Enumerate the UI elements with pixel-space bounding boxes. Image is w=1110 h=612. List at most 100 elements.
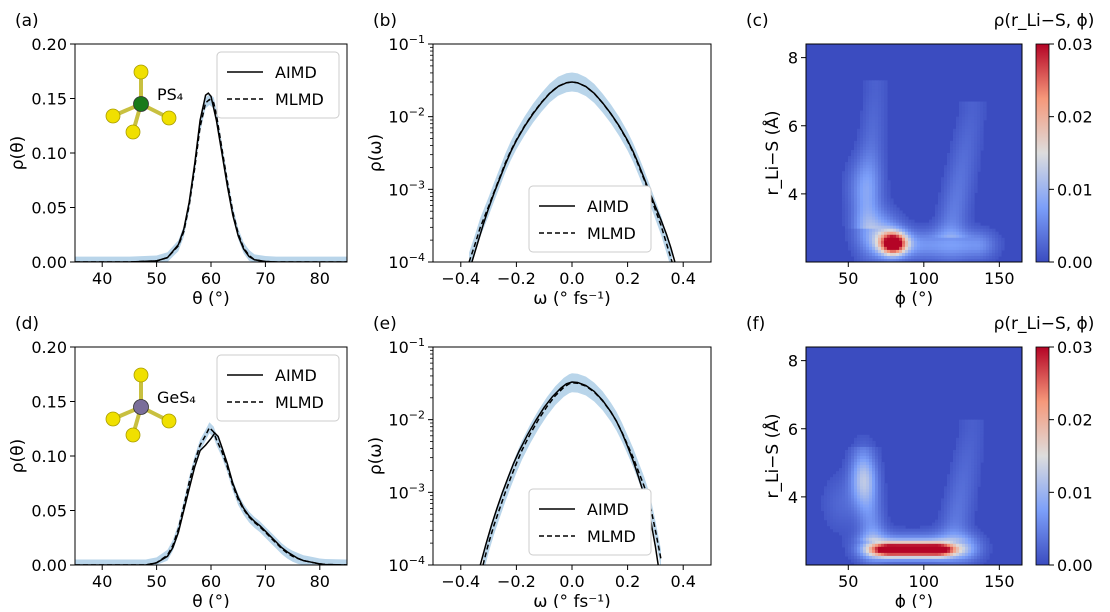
heatmap-cell (980, 134, 984, 139)
heatmap-cell (980, 246, 984, 251)
heatmap-cell (977, 228, 981, 233)
heatmap-cell (878, 543, 882, 548)
heatmap-cell (860, 110, 864, 115)
heatmap-cell (968, 258, 972, 262)
heatmap-cell (857, 507, 861, 512)
heatmap-cell (977, 110, 981, 115)
heatmap-cell (854, 207, 858, 212)
heatmap-cell (959, 249, 963, 254)
heatmap-cell (836, 477, 840, 481)
heatmap-cell (959, 531, 963, 536)
heatmap-cell (845, 165, 849, 169)
heatmap-cell (968, 149, 972, 154)
heatmap-cell (851, 498, 855, 503)
heatmap-cell (914, 231, 918, 236)
heatmap-cell (884, 249, 888, 254)
heatmap-cell (914, 537, 918, 542)
heatmap-cell (884, 234, 888, 239)
heatmap-cell (890, 531, 894, 536)
heatmap-cell (881, 531, 885, 536)
heatmap-cell (848, 531, 852, 536)
heatmap-cell (974, 543, 978, 548)
heatmap-cell (968, 180, 972, 184)
heatmap-cell (875, 92, 879, 97)
heatmap-cell (947, 537, 951, 542)
heatmap-cell (911, 540, 915, 545)
heatmap-cell (965, 252, 969, 257)
heatmap-cell (872, 225, 876, 230)
heatmap-cell (842, 210, 846, 215)
heatmap-cell (869, 168, 873, 172)
heatmap-cell (872, 153, 876, 157)
heatmap-cell (869, 204, 873, 209)
heatmap-cell (968, 489, 972, 493)
y-tick-base: 10 (388, 35, 408, 54)
y-tick-base: 10 (388, 108, 408, 127)
heatmap-cell (968, 225, 972, 230)
heatmap-cell (890, 234, 894, 239)
heatmap-cell (983, 546, 987, 551)
heatmap-cell (974, 431, 978, 436)
heatmap-cell (899, 243, 903, 248)
heatmap-cell (833, 528, 837, 533)
heatmap-cell (881, 177, 885, 181)
heatmap-cell (899, 237, 903, 242)
heatmap-cell (947, 513, 951, 518)
heatmap-cell (869, 216, 873, 221)
heatmap-cell (863, 459, 867, 463)
sulfur-atom (161, 110, 177, 126)
x-axis-label: ϕ (°) (895, 592, 933, 608)
heatmap-cell (872, 122, 876, 127)
heatmap-cell (944, 252, 948, 257)
heatmap-cell (860, 228, 864, 233)
heatmap-cell (857, 249, 861, 254)
heatmap-cell (971, 255, 975, 260)
heatmap-cell (872, 156, 876, 160)
heatmap-cell (962, 534, 966, 539)
heatmap-cell (980, 456, 984, 460)
heatmap-cell (992, 249, 996, 254)
heatmap-cell (851, 510, 855, 515)
heatmap-cell (881, 89, 885, 94)
heatmap-cell (923, 243, 927, 248)
heatmap-cell (863, 555, 867, 560)
heatmap-cell (950, 201, 954, 206)
heatmap-cell (869, 149, 873, 154)
heatmap-cell (974, 249, 978, 254)
heatmap-cell (968, 174, 972, 178)
heatmap-cell (881, 156, 885, 160)
heatmap-cell (878, 137, 882, 142)
heatmap-cell (878, 101, 882, 106)
heatmap-cell (968, 549, 972, 554)
colorbar-tick-label: 0.03 (1057, 35, 1093, 54)
heatmap-cell (875, 516, 879, 521)
heatmap-cell (869, 486, 873, 490)
heatmap-cell (848, 165, 852, 169)
heatmap-cell (866, 92, 870, 97)
heatmap-cell (971, 125, 975, 130)
heatmap-cell (962, 446, 966, 451)
heatmap-cell (839, 510, 843, 515)
heatmap-cell (854, 555, 858, 560)
heatmap-cell (956, 146, 960, 151)
heatmap-cell (884, 243, 888, 248)
heatmap-cell (896, 528, 900, 533)
heatmap-cell (989, 258, 993, 262)
heatmap-cell (884, 149, 888, 154)
heatmap-cell (968, 159, 972, 163)
heatmap-cell (929, 558, 933, 563)
heatmap-cell (866, 237, 870, 242)
heatmap-cell (902, 234, 906, 239)
heatmap-cell (938, 513, 942, 518)
heatmap-cell (884, 546, 888, 551)
heatmap-cell (968, 128, 972, 133)
heatmap-cell (875, 201, 879, 206)
heatmap-cell (875, 522, 879, 527)
heatmap-cell (866, 183, 870, 187)
heatmap-cell (974, 165, 978, 169)
heatmap-cell (938, 231, 942, 236)
heatmap-cell (863, 204, 867, 209)
heatmap-cell (944, 498, 948, 503)
heatmap-cell (959, 134, 963, 139)
heatmap-cell (995, 249, 999, 254)
